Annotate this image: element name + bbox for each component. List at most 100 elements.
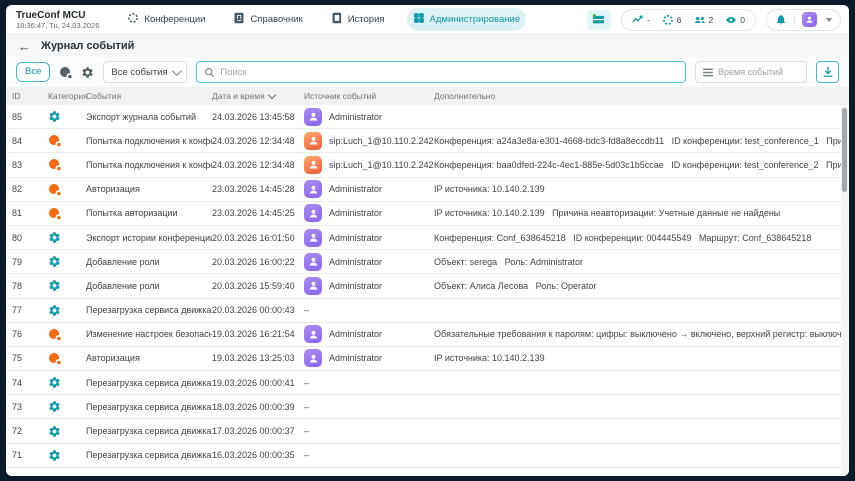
event-datetime: 24.03.2026 12:34:48 [212,135,295,146]
user-icon [806,16,813,23]
column-header-extra[interactable]: Дополнительно [434,91,496,101]
column-header-id[interactable]: ID [12,91,21,101]
event-name: Перезагрузка сервиса движка [86,305,212,316]
event-type-select[interactable]: Все события [103,61,188,83]
conference-counter[interactable]: 6 [662,14,682,26]
table-row[interactable]: 82 Авторизация 23.03.2026 14:45:28 Admin… [6,177,842,202]
event-source-cell: Administrator [304,349,434,368]
event-name: Добавление роли [86,256,160,267]
column-header-source[interactable]: Источник событий [304,91,377,101]
event-extra-info: Конференция: a24a3e8a-e301-4668-bdc3-fd8… [434,135,842,146]
current-user-avatar[interactable] [802,12,817,27]
event-time-input[interactable] [718,67,799,77]
event-source-cell: – [304,402,434,412]
search-input[interactable] [220,66,678,78]
event-id: 77 [12,305,23,316]
event-source-name: Administrator [329,256,383,267]
user-event-icon [48,207,61,220]
user-event-icon [48,158,61,172]
export-log-button[interactable] [816,61,839,83]
event-name: Авторизация [86,184,140,195]
table-row[interactable]: 76 Изменение настроек безопасности 19.03… [6,322,842,347]
nav-item-directory[interactable]: Справочник [227,8,308,31]
conference-count: 6 [676,14,682,25]
gear-icon [82,66,93,78]
chevron-down-icon[interactable] [826,17,832,22]
column-header-event[interactable]: События [86,91,122,101]
event-extra-info: IP источника: 10.140.2.139 [434,184,545,195]
event-id: 73 [12,401,23,412]
sort-desc-icon [267,90,276,99]
viewers-counter[interactable]: 0 [725,14,745,26]
filter-user-events-button[interactable] [59,66,73,79]
event-name: Изменение настроек безопасности [86,329,212,340]
filter-all-button[interactable]: Все [16,62,51,82]
event-source-name: Administrator [329,353,383,364]
table-row[interactable]: 75 Авторизация 19.03.2026 13:25:03 Admin… [6,346,842,372]
event-datetime: 20.03.2026 15:59:40 [212,280,295,291]
event-category-cell [48,400,86,413]
scrollbar-track[interactable] [841,105,848,476]
event-name: Перезагрузка сервиса движка [86,426,212,437]
user-events-icon [60,66,73,79]
event-source-cell: – [304,426,434,436]
trend-counter[interactable]: - [632,14,650,26]
back-button[interactable]: ← [18,38,31,54]
table-row[interactable]: 79 Добавление роли 20.03.2026 16:00:22 A… [6,250,842,275]
column-header-datetime[interactable]: Дата и время [212,90,304,101]
event-source-name: Administrator [329,111,383,122]
nav-item-conferences[interactable]: Конференции [121,8,211,31]
user-event-icon [48,183,61,196]
event-category-cell [48,279,86,292]
table-row[interactable]: 84 Попытка подключения к конференции 24.… [6,129,842,154]
event-id: 81 [12,208,23,219]
table-row[interactable]: 85 Экспорт журнала событий 24.03.2026 13… [6,105,842,130]
participants-counter[interactable]: 2 [694,14,714,26]
event-category-cell [48,425,86,438]
event-id: 75 [12,353,23,364]
event-source-name: – [304,450,310,461]
event-extra-info: Объект: Алиса Лесова Роль: Operator [434,280,597,291]
table-row[interactable]: 74 Перезагрузка сервиса движка 19.03.202… [6,371,842,396]
table-row[interactable]: 81 Попытка авторизации 23.03.2026 14:45:… [6,201,842,226]
event-source-cell: – [304,450,434,460]
table-row[interactable]: 73 Перезагрузка сервиса движка 18.03.202… [6,395,842,420]
event-category-cell [48,328,86,341]
event-id: 72 [12,426,23,437]
admin-avatar [304,276,322,295]
notifications-button[interactable] [775,13,787,26]
event-id: 74 [12,377,23,388]
table-row[interactable]: 78 Добавление роли 20.03.2026 15:59:40 A… [6,274,842,299]
sip-endpoint-avatar [304,131,322,150]
nav-item-administration[interactable]: Администрирование [406,8,527,31]
table-row[interactable]: 77 Перезагрузка сервиса движка 20.03.202… [6,298,842,323]
trend-icon [632,15,643,23]
admin-avatar [304,252,322,271]
participants-count: 2 [708,14,714,25]
table-row[interactable]: 71 Перезагрузка сервиса движка 16.03.202… [6,443,842,468]
scrollbar-thumb[interactable] [841,108,847,192]
event-id: 78 [12,280,23,291]
event-category-cell [48,231,86,244]
nav-item-label: История [347,14,385,25]
search-box [196,61,686,83]
event-datetime: 16.03.2026 00:00:35 [212,450,295,461]
system-event-gear-icon [48,304,61,317]
conferences-icon [127,12,139,27]
viewers-count: 0 [740,14,745,25]
filter-system-events-button[interactable] [81,66,94,79]
event-datetime: 19.03.2026 13:25:03 [212,353,295,364]
mcu-server-button[interactable] [586,9,611,30]
table-row[interactable]: 72 Перезагрузка сервиса движка 17.03.202… [6,419,842,444]
table-row[interactable]: 80 Экспорт истории конференции 20.03.202… [6,225,842,251]
download-icon [823,66,832,77]
admin-avatar [304,107,322,126]
event-datetime: 20.03.2026 00:00:43 [212,305,295,316]
event-source-name: – [304,305,310,316]
nav-item-history[interactable]: История [325,8,391,31]
table-row[interactable]: 83 Попытка подключения к конференции 24.… [6,153,842,178]
admin-avatar [304,349,322,368]
system-event-gear-icon [48,110,61,123]
filter-toolbar: Все Все события [6,57,849,87]
column-header-category[interactable]: Категория [48,91,88,101]
